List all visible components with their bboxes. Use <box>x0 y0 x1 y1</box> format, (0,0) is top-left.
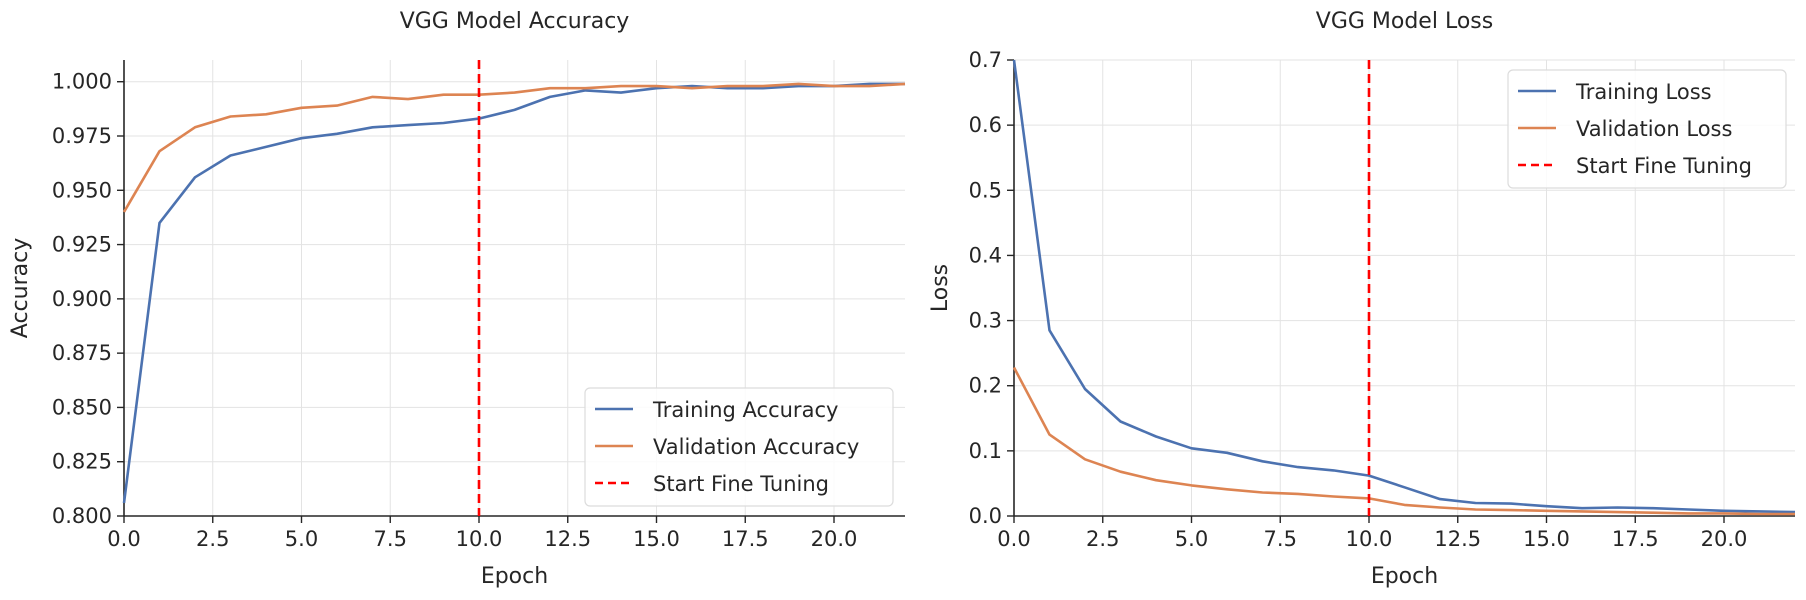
y-tick-label: 0.950 <box>52 178 112 202</box>
x-tick-label: 20.0 <box>1701 527 1748 551</box>
y-tick-label: 0.875 <box>52 341 112 365</box>
y-tick-label: 0.900 <box>52 287 112 311</box>
series-line-1 <box>122 82 906 213</box>
legend-label: Start Fine Tuning <box>1576 154 1752 178</box>
x-axis-label: Epoch <box>1371 564 1438 589</box>
legend: Training Accuracy Validation Accuracy Star… <box>584 387 894 507</box>
loss-chart: 0.0 2.5 5.0 7.5 10.0 12.5 15.0 17.5 20.0 0.0 0.1 0.… <box>928 9 1796 589</box>
legend-label: Validation Accuracy <box>653 435 859 459</box>
x-tick-label: 12.5 <box>544 527 591 551</box>
x-axis-label: Epoch <box>481 564 548 589</box>
legend-box <box>1507 69 1787 189</box>
y-tick-label: 0.5 <box>969 178 1002 202</box>
series-line-0 <box>1012 59 1796 514</box>
x-tick-label: 2.5 <box>196 527 229 551</box>
x-tick-label: 2.5 <box>1086 527 1119 551</box>
y-tick-label: 0.975 <box>52 124 112 148</box>
x-tick-label: 15.0 <box>633 527 680 551</box>
chart-title: VGG Model Loss <box>1316 9 1493 34</box>
y-tick-label: 0.1 <box>969 439 1002 463</box>
y-tick-label: 0.3 <box>969 309 1002 333</box>
y-tick-label: 0.825 <box>52 450 112 474</box>
accuracy-chart: 0.0 2.5 5.0 7.5 10.0 12.5 15.0 17.5 20.0 0.800 0.8… <box>8 9 906 589</box>
legend: Training Loss Validation Loss Start Fine T… <box>1507 69 1787 189</box>
series-line-1 <box>1012 366 1795 516</box>
y-tick-label: 0.0 <box>969 504 1002 528</box>
y-tick-label: 0.925 <box>52 233 112 257</box>
x-tick-label: 15.0 <box>1523 527 1570 551</box>
x-tick-label: 17.5 <box>1612 527 1659 551</box>
y-tick-label: 0.4 <box>969 243 1002 267</box>
y-tick-label: 1.000 <box>52 70 112 94</box>
y-tick-label: 0.850 <box>52 395 112 419</box>
chart-title: VGG Model Accuracy <box>400 9 630 34</box>
x-tick-label: 20.0 <box>811 527 858 551</box>
legend-label: Validation Loss <box>1576 117 1732 141</box>
x-tick-label: 5.0 <box>285 527 318 551</box>
y-axis-label: Accuracy <box>8 238 33 338</box>
x-tick-label: 10.0 <box>456 527 503 551</box>
legend-label: Start Fine Tuning <box>653 472 829 496</box>
x-tick-label: 5.0 <box>1175 527 1208 551</box>
x-tick-label: 7.5 <box>374 527 407 551</box>
legend-label: Training Loss <box>1575 80 1712 104</box>
x-tick-label: 7.5 <box>1264 527 1297 551</box>
y-tick-label: 0.2 <box>969 374 1002 398</box>
x-tick-label: 0.0 <box>997 527 1030 551</box>
y-tick-label: 0.800 <box>52 504 112 528</box>
legend-label: Training Accuracy <box>652 398 838 422</box>
series-line-0 <box>122 82 905 504</box>
y-tick-label: 0.7 <box>969 48 1002 72</box>
y-tick-label: 0.6 <box>969 113 1002 137</box>
x-tick-label: 10.0 <box>1346 527 1393 551</box>
x-tick-label: 0.0 <box>107 527 140 551</box>
y-axis-label: Loss <box>928 264 953 312</box>
x-tick-label: 17.5 <box>722 527 769 551</box>
x-tick-label: 12.5 <box>1434 527 1481 551</box>
legend-box <box>584 387 894 507</box>
